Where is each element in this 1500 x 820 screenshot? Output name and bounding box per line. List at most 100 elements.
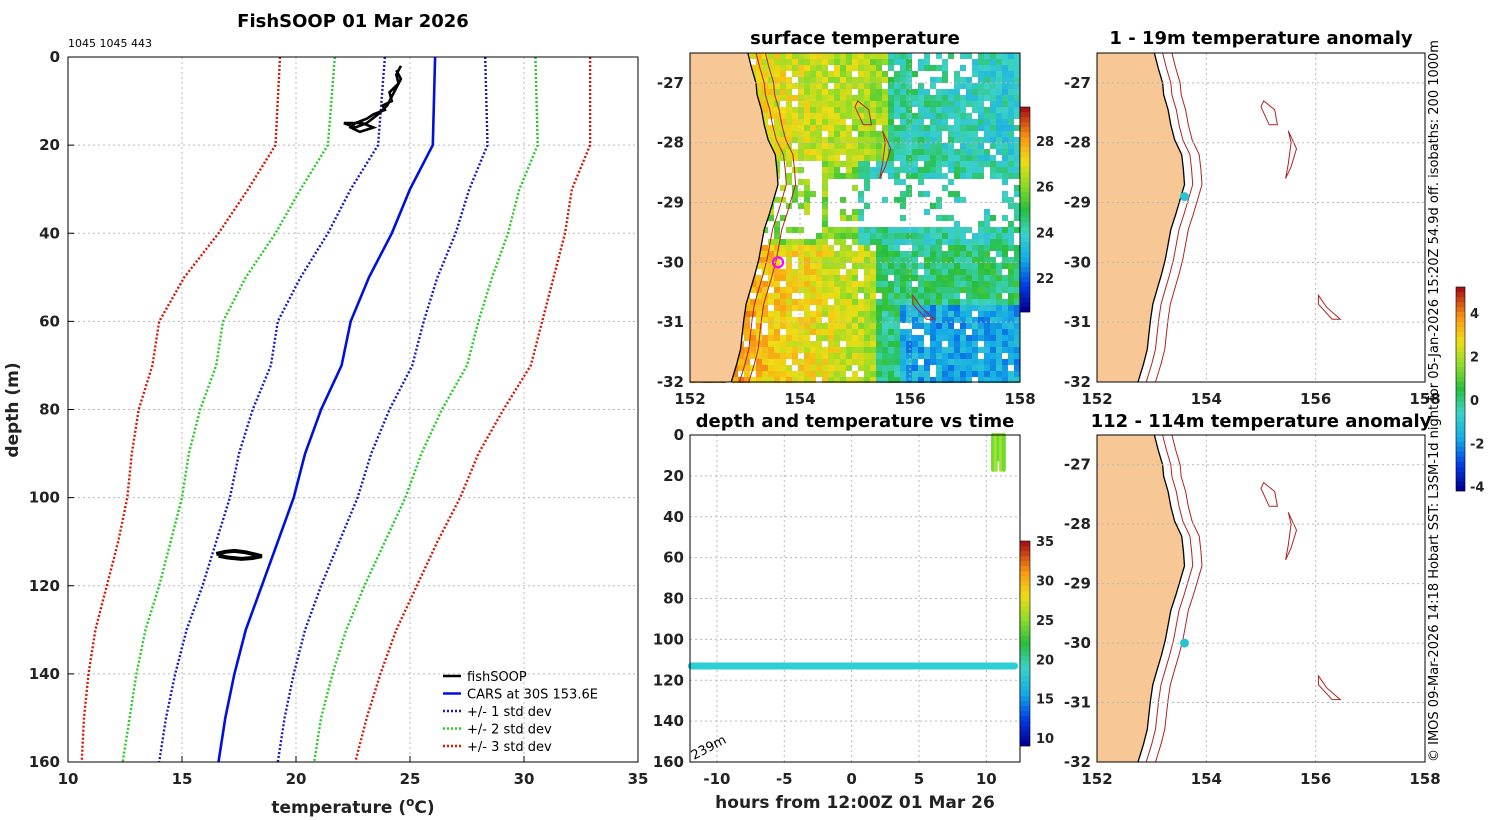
sst-pixel [864,335,870,341]
sst-pixel [966,101,972,107]
sst-pixel [894,149,900,155]
sst-pixel [936,293,942,299]
sst-pixel [900,257,906,263]
sst-pixel [846,173,852,179]
sst-pixel [768,269,774,275]
sst-pixel [942,59,948,65]
sst-pixel [828,227,834,233]
sst-pixel [828,257,834,263]
sst-pixel [954,335,960,341]
sst-pixel [870,53,876,59]
sst-pixel [918,293,924,299]
sst-pixel [870,293,876,299]
sst-pixel [936,257,942,263]
sst-pixel [828,251,834,257]
sst-pixel [828,353,834,359]
sst-pixel [978,299,984,305]
sst-pixel [894,263,900,269]
sst-pixel [780,317,786,323]
sst-pixel [750,335,756,341]
sst-pixel [972,59,978,65]
sst-pixel [984,215,990,221]
sst-pixel [774,377,780,383]
sst-pixel [864,359,870,365]
sst-pixel [834,359,840,365]
sst-seamount-isobath [854,100,873,126]
sst-pixel [882,341,888,347]
sst-pixel [918,179,924,185]
sst-pixel [804,101,810,107]
sst-pixel [900,233,906,239]
sst-pixel [936,329,942,335]
sst-pixel [834,65,840,71]
sst-pixel [936,275,942,281]
sst-pixel [948,137,954,143]
sst-pixel [798,167,804,173]
sst-pixel [852,275,858,281]
sst-pixel [984,281,990,287]
sst-pixel [1002,233,1008,239]
sst-pixel [798,299,804,305]
sst-pixel [954,173,960,179]
sst-pixel [918,311,924,317]
sst-pixel [990,95,996,101]
sst-pixel [918,365,924,371]
sst-pixel [894,251,900,257]
sst-pixel [1014,257,1020,263]
sst-pixel [1008,173,1014,179]
sst-pixel [876,77,882,83]
sst-pixel [960,257,966,263]
sst-pixel [816,65,822,71]
sst-pixel [774,305,780,311]
sst-pixel [936,113,942,119]
time-colorbar-tick-label: 20 [1036,653,1054,668]
sst-pixel [744,359,750,365]
anom-deep-anomaly-point [1179,638,1189,648]
sst-pixel [936,89,942,95]
sst-pixel [804,59,810,65]
sst-title: surface temperature [750,28,960,49]
sst-pixel [936,95,942,101]
sst-pixel [900,353,906,359]
sst-pixel [948,107,954,113]
sst-pixel [870,131,876,137]
sst-pixel [804,371,810,377]
sst-pixel [906,77,912,83]
sst-pixel [996,299,1002,305]
sst-pixel [978,53,984,59]
sst-pixel [948,125,954,131]
sst-pixel [990,71,996,77]
sst-pixel [888,257,894,263]
sst-pixel [816,359,822,365]
sst-colorbar-segment [1020,217,1030,223]
sst-pixel [834,263,840,269]
sst-pixel [810,89,816,95]
sst-pixel [858,71,864,77]
sst-pixel [1014,173,1020,179]
sst-pixel [804,83,810,89]
sst-pixel [870,323,876,329]
sst-pixel [1008,347,1014,353]
sst-pixel [936,119,942,125]
profile-x-tick-label: 20 [286,770,307,788]
sst-pixel [822,263,828,269]
sst-pixel [900,275,906,281]
sst-pixel [1002,347,1008,353]
sst-pixel [942,173,948,179]
sst-pixel [918,299,924,305]
sst-pixel [888,293,894,299]
sst-pixel [888,377,894,383]
sst-pixel [864,329,870,335]
sst-y-tick-label: -32 [657,373,684,391]
sst-pixel [972,371,978,377]
sst-pixel [912,119,918,125]
sst-pixel [996,161,1002,167]
sst-pixel [768,347,774,353]
sst-pixel [810,125,816,131]
sst-pixel [960,119,966,125]
sst-pixel [930,173,936,179]
sst-pixel [786,329,792,335]
sst-pixel [900,83,906,89]
sst-pixel [774,143,780,149]
